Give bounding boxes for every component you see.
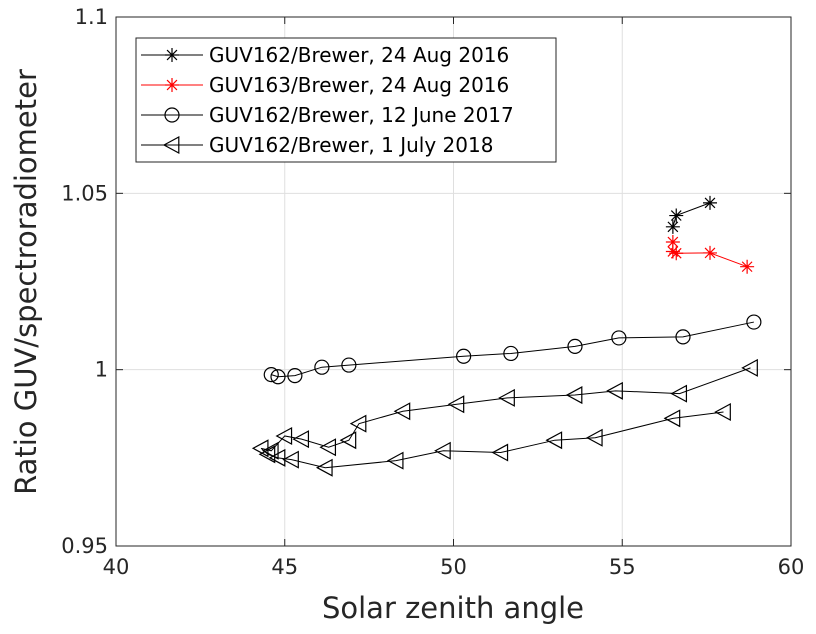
- circle-marker: [287, 368, 303, 384]
- legend-label: GUV162/Brewer, 24 Aug 2016: [209, 43, 509, 67]
- triangle-marker: [434, 441, 451, 460]
- asterisk-marker: [665, 244, 680, 259]
- x-tick-label: 40: [103, 555, 130, 579]
- triangle-marker: [319, 438, 337, 457]
- series-layer: [251, 195, 762, 477]
- asterisk-marker: [703, 195, 717, 210]
- circle-marker: [263, 367, 279, 383]
- triangle-marker: [565, 386, 583, 405]
- legend-item: GUV163/Brewer, 24 Aug 2016: [141, 73, 509, 97]
- triangle-marker: [162, 135, 180, 155]
- y-tick-label: 1.05: [61, 181, 108, 205]
- x-tick-label: 55: [609, 555, 636, 579]
- triangle-marker: [268, 448, 286, 467]
- asterisk-marker: [740, 259, 755, 274]
- circle-marker: [746, 314, 762, 330]
- triangle-marker: [491, 443, 509, 462]
- series-1: [665, 195, 717, 234]
- circle-marker: [164, 107, 180, 123]
- asterisk-marker: [669, 246, 684, 261]
- circle-marker: [675, 329, 691, 345]
- series-line: [260, 367, 751, 469]
- legend-item: GUV162/Brewer, 12 June 2017: [141, 103, 514, 127]
- triangle-marker: [393, 402, 411, 421]
- triangle-marker: [315, 458, 333, 477]
- series-line: [271, 321, 754, 378]
- triangle-marker: [292, 430, 310, 449]
- triangle-marker: [339, 431, 357, 450]
- x-tick-label: 50: [440, 555, 467, 579]
- asterisk-marker: [669, 208, 684, 223]
- circle-marker: [270, 369, 286, 385]
- legend-label: GUV162/Brewer, 12 June 2017: [209, 103, 514, 127]
- circle-marker: [503, 345, 519, 362]
- asterisk-marker: [703, 245, 717, 260]
- triangle-marker: [261, 441, 279, 460]
- circle-marker: [456, 348, 472, 364]
- triangle-marker: [447, 395, 465, 414]
- triangle-marker: [585, 428, 603, 447]
- legend-box: [135, 37, 557, 163]
- circle-marker: [341, 357, 357, 373]
- triangle-marker: [545, 431, 563, 450]
- triangle-marker: [282, 450, 299, 469]
- x-tick-label: 45: [271, 555, 298, 579]
- legend: GUV162/Brewer, 24 Aug 2016 GUV163/Brewer,…: [135, 37, 557, 163]
- y-tick-label: 1: [95, 358, 108, 382]
- triangle-marker: [275, 426, 293, 445]
- asterisk-marker: [665, 219, 680, 234]
- circle-marker: [611, 330, 627, 346]
- axes: 40 45 50 55 60 0.95 1 1.05 1.1: [61, 5, 804, 579]
- x-tick-label: 60: [778, 555, 805, 579]
- triangle-marker: [349, 414, 367, 433]
- x-axis-label: Solar zenith angle: [322, 591, 584, 625]
- triangle-marker: [663, 409, 681, 428]
- legend-label: GUV162/Brewer, 1 July 2018: [209, 133, 493, 157]
- triangle-marker: [714, 402, 731, 421]
- asterisk-marker: [665, 235, 680, 250]
- legend-item: GUV162/Brewer, 24 Aug 2016: [141, 43, 509, 67]
- triangle-marker: [498, 388, 515, 407]
- triangle-marker: [258, 445, 276, 464]
- y-tick-label: 0.95: [61, 534, 108, 558]
- series-3: [263, 314, 762, 385]
- y-axis-label: Ratio GUV/spectroradiometer: [9, 69, 43, 495]
- triangle-marker: [606, 381, 623, 400]
- circle-marker: [567, 338, 583, 354]
- legend-label: GUV163/Brewer, 24 Aug 2016: [209, 73, 509, 97]
- triangle-marker: [386, 451, 404, 470]
- y-tick-label: 1.1: [75, 5, 108, 29]
- circle-marker: [314, 359, 330, 375]
- asterisk-marker: [165, 78, 179, 92]
- asterisk-marker: [165, 48, 179, 62]
- legend-item: GUV162/Brewer, 1 July 2018: [141, 133, 493, 157]
- triangle-marker: [741, 358, 758, 377]
- triangle-marker: [670, 384, 688, 403]
- series-2: [665, 235, 755, 274]
- series-4: [251, 358, 758, 477]
